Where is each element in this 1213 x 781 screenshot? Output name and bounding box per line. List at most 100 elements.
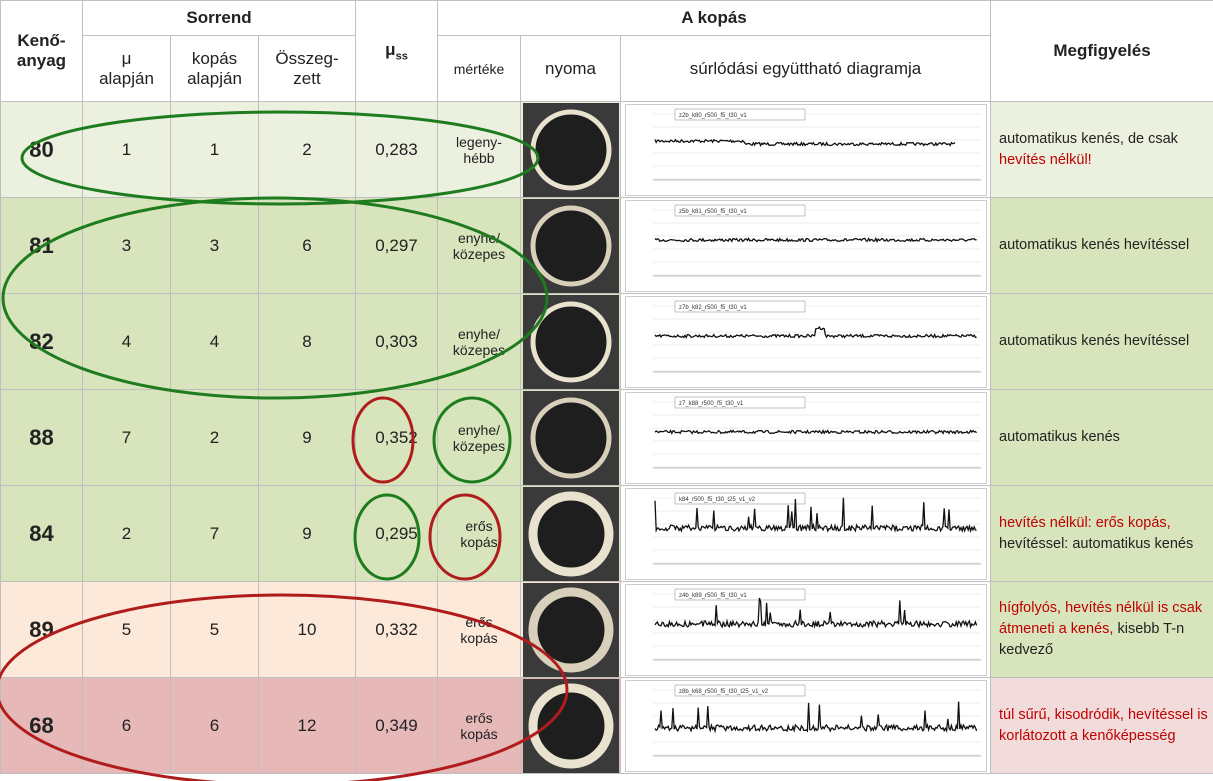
diagram: z8b_k68_r500_f5_t30_t25_v1_v2 — [625, 680, 987, 772]
lubricant-id: 88 — [1, 390, 83, 486]
mu-ss-value: 0,332 — [356, 582, 438, 678]
diagram-title: z4b_k89_r500_f5_t30_v1 — [679, 593, 747, 599]
wear-trace-photo — [521, 678, 621, 774]
header-by-wear: kopás alapján — [171, 36, 259, 102]
mu-ss-value: 0,295 — [356, 486, 438, 582]
rank-total: 8 — [259, 294, 356, 390]
lubricant-id: 81 — [1, 198, 83, 294]
wear-extent: erős kopás — [438, 678, 521, 774]
rank-by-mu: 4 — [83, 294, 171, 390]
observation: automatikus kenés, de csak hevítés nélkü… — [991, 102, 1213, 198]
diagram: k84_r500_f5_t30_t25_v1_v2 — [625, 488, 987, 580]
rank-by-wear: 6 — [171, 678, 259, 774]
observation: hígfolyós, hevítés nélkül is csak átmene… — [991, 582, 1213, 678]
friction-diagram: z8b_k68_r500_f5_t30_t25_v1_v2 — [621, 678, 991, 774]
observation-text: automatikus kenés — [999, 429, 1120, 445]
friction-diagram: z7_k88_r500_f5_t30_v1 — [621, 390, 991, 486]
rank-by-mu: 2 — [83, 486, 171, 582]
observation-text: hevítés nélkül: erős kopás, — [999, 515, 1171, 531]
wear-trace-photo — [521, 198, 621, 294]
header-extent: mértéke — [438, 36, 521, 102]
page: Kenő- anyag Sorrend μss A kopás Megfigye… — [0, 0, 1213, 781]
diagram-title: k84_r500_f5_t30_t25_v1_v2 — [679, 497, 756, 503]
rank-by-mu: 5 — [83, 582, 171, 678]
friction-diagram: z2b_k80_r500_f5_t30_v1 — [621, 102, 991, 198]
rank-by-wear: 4 — [171, 294, 259, 390]
photo — [523, 487, 619, 581]
mu-symbol: μ — [385, 40, 395, 59]
rank-by-mu: 6 — [83, 678, 171, 774]
wear-ring — [533, 112, 609, 188]
wear-ring — [533, 688, 609, 764]
table-row: 8955100,332erős kopász4b_k89_r500_f5_t30… — [1, 582, 1213, 678]
photo — [523, 295, 619, 389]
photo — [523, 583, 619, 677]
wear-ring — [533, 592, 609, 668]
wear-extent: erős kopás — [438, 486, 521, 582]
wear-extent: legeny- hébb — [438, 102, 521, 198]
header-trace: nyoma — [521, 36, 621, 102]
comparison-table: Kenő- anyag Sorrend μss A kopás Megfigye… — [0, 0, 1213, 774]
wear-trace-photo — [521, 390, 621, 486]
rank-by-mu: 1 — [83, 102, 171, 198]
mu-ss-value: 0,303 — [356, 294, 438, 390]
diagram: z5b_k81_r500_f5_t30_v1 — [625, 200, 987, 292]
wear-trace-photo — [521, 102, 621, 198]
header-lubricant: Kenő- anyag — [1, 1, 83, 102]
observation: automatikus kenés hevítéssel — [991, 198, 1213, 294]
observation: hevítés nélkül: erős kopás, hevítéssel: … — [991, 486, 1213, 582]
wear-ring — [533, 400, 609, 476]
mu-ss-value: 0,352 — [356, 390, 438, 486]
photo — [523, 103, 619, 197]
observation: automatikus kenés hevítéssel — [991, 294, 1213, 390]
wear-ring — [533, 208, 609, 284]
diagram-title: z5b_k81_r500_f5_t30_v1 — [679, 209, 747, 215]
rank-by-wear: 3 — [171, 198, 259, 294]
rank-total: 10 — [259, 582, 356, 678]
wear-extent: erős kopás — [438, 582, 521, 678]
rank-total: 9 — [259, 390, 356, 486]
rank-by-mu: 7 — [83, 390, 171, 486]
observation: túl sűrű, kisodródik, hevítéssel is korl… — [991, 678, 1213, 774]
diagram-title: z8b_k68_r500_f5_t30_t25_v1_v2 — [679, 689, 769, 695]
rank-by-mu: 3 — [83, 198, 171, 294]
observation: automatikus kenés — [991, 390, 1213, 486]
mu-ss-value: 0,297 — [356, 198, 438, 294]
header-ranking: Sorrend — [83, 1, 356, 36]
observation-text: hevítés nélkül! — [999, 152, 1092, 168]
mu-subscript: ss — [396, 50, 408, 62]
photo — [523, 199, 619, 293]
friction-diagram: z7b_k82_r500_f5_t30_v1 — [621, 294, 991, 390]
diagram: z2b_k80_r500_f5_t30_v1 — [625, 104, 987, 196]
mu-ss-value: 0,349 — [356, 678, 438, 774]
friction-diagram: z5b_k81_r500_f5_t30_v1 — [621, 198, 991, 294]
diagram-title: z7b_k82_r500_f5_t30_v1 — [679, 305, 747, 311]
observation-text: automatikus kenés hevítéssel — [999, 333, 1189, 349]
photo — [523, 679, 619, 773]
diagram: z7b_k82_r500_f5_t30_v1 — [625, 296, 987, 388]
wear-ring — [533, 496, 609, 572]
wear-trace-photo — [521, 582, 621, 678]
rank-total: 2 — [259, 102, 356, 198]
diagram: z7_k88_r500_f5_t30_v1 — [625, 392, 987, 484]
lubricant-id: 80 — [1, 102, 83, 198]
wear-trace-photo — [521, 294, 621, 390]
friction-diagram: k84_r500_f5_t30_t25_v1_v2 — [621, 486, 991, 582]
observation-text: automatikus kenés, de csak — [999, 131, 1178, 147]
observation-text: hevítéssel: automatikus kenés — [999, 536, 1193, 552]
rank-total: 9 — [259, 486, 356, 582]
rank-total: 6 — [259, 198, 356, 294]
header-total: Összeg- zett — [259, 36, 356, 102]
rank-by-wear: 5 — [171, 582, 259, 678]
diagram: z4b_k89_r500_f5_t30_v1 — [625, 584, 987, 676]
diagram-title: z2b_k80_r500_f5_t30_v1 — [679, 113, 747, 119]
lubricant-id: 68 — [1, 678, 83, 774]
lubricant-id: 89 — [1, 582, 83, 678]
table-body: 801120,283legeny- hébbz2b_k80_r500_f5_t3… — [1, 102, 1213, 774]
rank-by-wear: 2 — [171, 390, 259, 486]
wear-extent: enyhe/ közepes — [438, 390, 521, 486]
